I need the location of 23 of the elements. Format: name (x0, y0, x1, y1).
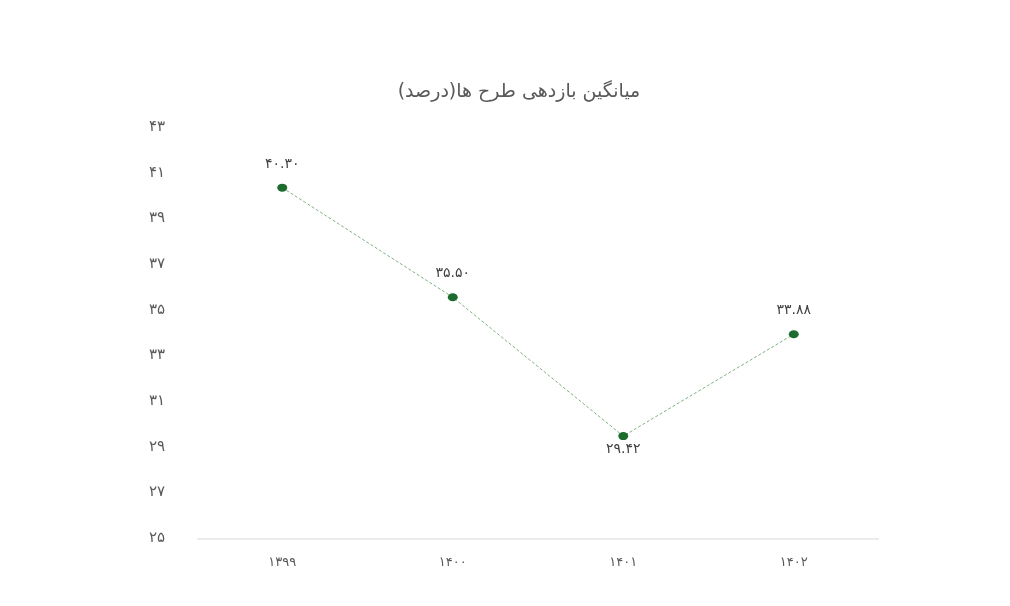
chart-title: میانگین بازدهی طرح ها(درصد) (397, 79, 641, 102)
y-tick-label: ۳۷ (148, 254, 166, 272)
y-tick-label: ۲۹ (148, 436, 166, 455)
data-label: ۳۳.۸۸ (776, 301, 812, 318)
point (618, 432, 629, 441)
y-tick-label: ۲۵ (148, 528, 166, 546)
y-tick-label: ۲۷ (148, 482, 166, 501)
data-label: ۲۹.۴۲ (605, 440, 641, 457)
x-tick-label: ۱۴۰۰ (438, 554, 467, 569)
y-tick-label: ۳۵ (148, 299, 166, 318)
data-label: ۳۵.۵۰ (435, 264, 471, 281)
y-tick-label: ۳۱ (148, 391, 166, 409)
y-tick-label: ۳۳ (148, 345, 166, 364)
point (788, 330, 799, 339)
x-tick-label: ۱۳۹۹ (268, 554, 297, 569)
point (447, 293, 458, 302)
x-tick-label: ۱۴۰۲ (779, 554, 808, 569)
point (277, 183, 288, 192)
data-label: ۴۰.۳۰ (264, 154, 300, 171)
y-tick-label: ۳۹ (148, 208, 166, 227)
y-tick-label: ۴۱ (148, 162, 166, 181)
y-tick-label: ۴۳ (148, 117, 166, 135)
x-tick-label: ۱۴۰۱ (609, 554, 638, 569)
